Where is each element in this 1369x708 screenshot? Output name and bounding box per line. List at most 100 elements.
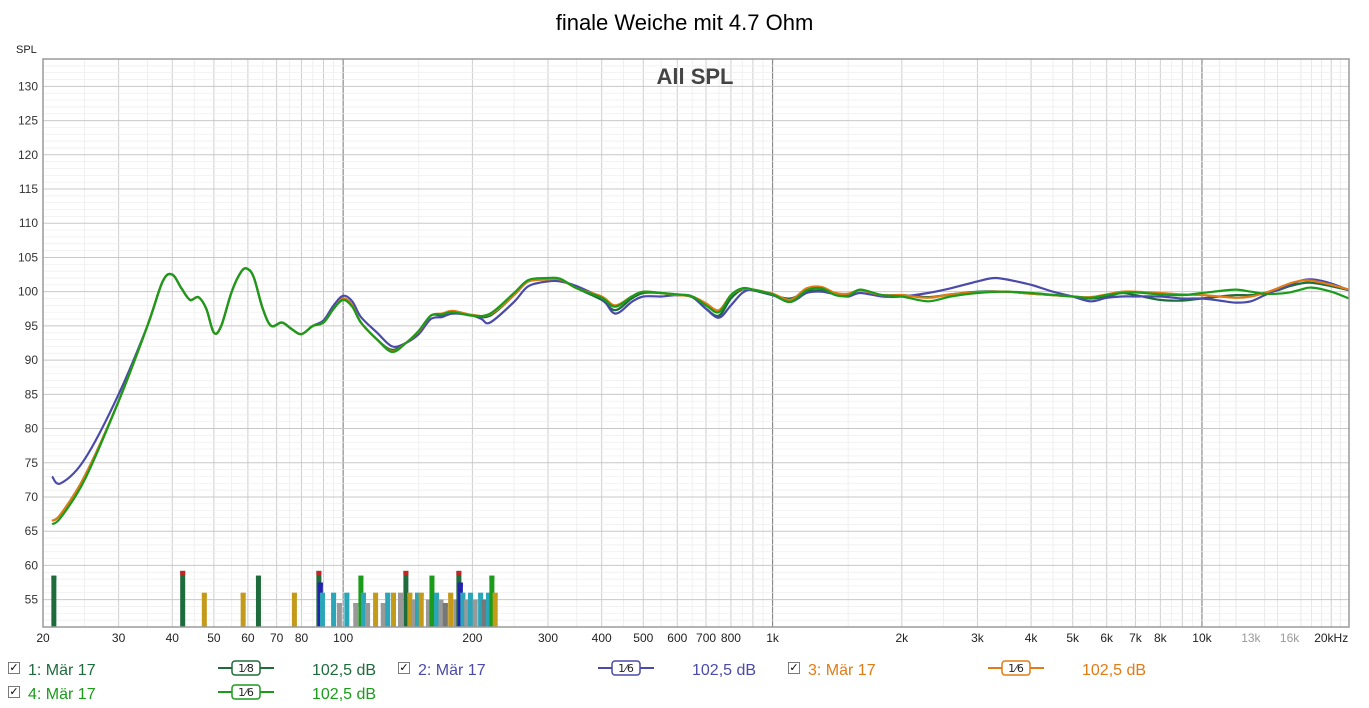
- resonance-marker-cap: [344, 592, 350, 597]
- resonance-marker: [385, 592, 391, 627]
- legend-item[interactable]: ✓ 3: Mär 17 1⁄6 102,5 dB: [788, 659, 1168, 681]
- x-tick-label: 80: [295, 631, 309, 645]
- resonance-marker-cap: [291, 592, 297, 597]
- y-tick-label: 120: [18, 148, 38, 162]
- smoothing-label: 1⁄8: [238, 662, 254, 675]
- y-tick-label: 85: [25, 387, 39, 401]
- y-tick-label: 125: [18, 114, 38, 128]
- x-tick-label: 500: [633, 631, 653, 645]
- spl-chart[interactable]: 55 60 65 70 75 80 85 90 95 100 105 110 115 120 125 130 2…: [0, 0, 1369, 655]
- x-tick-label: 3k: [971, 631, 985, 645]
- resonance-marker-cap: [411, 599, 417, 604]
- resonance-marker-cap: [425, 599, 431, 604]
- resonance-marker-cap: [336, 603, 342, 608]
- resonance-marker-cap: [448, 592, 454, 597]
- legend-level: 102,5 dB: [692, 662, 757, 679]
- legend-item[interactable]: ✓ 2: Mär 17 1⁄6 102,5 dB: [398, 659, 778, 681]
- resonance-marker: [360, 592, 366, 627]
- resonance-marker-cap: [240, 592, 246, 597]
- legend-checkbox[interactable]: ✓: [8, 685, 20, 698]
- resonance-marker-cap: [442, 603, 448, 608]
- y-tick-label: 110: [19, 216, 38, 230]
- smoothing-button[interactable]: 1⁄6: [598, 659, 654, 677]
- y-tick-label: 70: [25, 490, 39, 504]
- resonance-marker: [453, 599, 459, 627]
- resonance-marker: [472, 599, 478, 627]
- x-tick-label: 30: [112, 631, 126, 645]
- resonance-markers: [51, 570, 498, 627]
- y-tick-label: 115: [19, 182, 38, 196]
- legend-trace-name: 4: Mär 17: [28, 686, 96, 703]
- resonance-marker: [489, 575, 495, 627]
- x-tick-label: 8k: [1154, 631, 1168, 645]
- resonance-marker-cap: [492, 592, 498, 597]
- resonance-marker-cap: [456, 570, 462, 575]
- x-tick-label: 800: [721, 631, 741, 645]
- x-tick-label: 40: [166, 631, 180, 645]
- resonance-marker-cap: [365, 603, 371, 608]
- resonance-marker-cap: [457, 582, 463, 587]
- resonance-marker: [460, 592, 466, 627]
- resonance-marker-cap: [360, 592, 366, 597]
- resonance-marker: [438, 599, 444, 627]
- resonance-marker: [464, 599, 470, 627]
- resonance-marker-cap: [201, 592, 207, 597]
- resonance-marker: [201, 592, 207, 627]
- legend-checkbox[interactable]: ✓: [398, 661, 410, 674]
- legend-item[interactable]: ✓ 4: Mär 17 1⁄6 102,5 dB: [8, 683, 388, 705]
- legend-level: 102,5 dB: [1082, 662, 1147, 679]
- x-tick-label: 200: [462, 631, 482, 645]
- resonance-marker: [373, 592, 379, 627]
- resonance-marker-cap: [317, 582, 323, 587]
- resonance-marker: [391, 592, 397, 627]
- resonance-marker: [291, 592, 297, 627]
- x-tick-label: 4k: [1025, 631, 1039, 645]
- y-tick-label: 55: [25, 593, 39, 607]
- axes: 55 60 65 70 75 80 85 90 95 100 105 110 115 120 125 130 2…: [18, 58, 1350, 645]
- x-tick-label: 50: [207, 631, 221, 645]
- x-tick-label: 10k: [1192, 631, 1212, 645]
- y-tick-label: 60: [25, 558, 39, 572]
- x-tick-label: 400: [592, 631, 612, 645]
- x-tick-label: 2k: [895, 631, 909, 645]
- plot-area: [43, 59, 1349, 627]
- legend-checkbox[interactable]: ✓: [8, 661, 20, 674]
- plot-frame: [42, 58, 1350, 628]
- smoothing-label: 1⁄6: [1008, 662, 1024, 675]
- resonance-marker: [380, 603, 386, 627]
- x-tick-label: 20: [36, 631, 50, 645]
- resonance-marker: [478, 592, 484, 627]
- legend-trace-name: 2: Mär 17: [418, 662, 486, 679]
- resonance-marker-cap: [472, 599, 478, 604]
- x-tick-label: 13k: [1241, 631, 1261, 645]
- resonance-marker: [403, 570, 409, 627]
- resonance-marker: [429, 575, 435, 627]
- legend-checkbox[interactable]: ✓: [788, 661, 800, 674]
- legend-trace-name: 1: Mär 17: [28, 662, 96, 679]
- resonance-marker-cap: [391, 592, 397, 597]
- y-tick-label: 75: [25, 456, 39, 470]
- legend-level: 102,5 dB: [312, 686, 377, 703]
- resonance-marker-cap: [331, 592, 337, 597]
- resonance-marker: [365, 603, 371, 627]
- resonance-marker: [407, 592, 413, 627]
- resonance-marker: [240, 592, 246, 627]
- resonance-marker: [448, 592, 454, 627]
- smoothing-button[interactable]: 1⁄6: [988, 659, 1044, 677]
- resonance-marker: [180, 570, 186, 627]
- smoothing-button[interactable]: 1⁄8: [218, 659, 274, 677]
- grid: [42, 59, 1349, 627]
- resonance-marker-cap: [397, 592, 403, 597]
- legend-item[interactable]: ✓ 1: Mär 17 1⁄8 102,5 dB: [8, 659, 388, 681]
- x-tick-label: 20kHz: [1314, 631, 1348, 645]
- resonance-marker: [415, 592, 421, 627]
- resonance-marker: [468, 592, 474, 627]
- x-tick-label: 16k: [1280, 631, 1300, 645]
- y-tick-label: 65: [25, 524, 39, 538]
- x-tick-label: 70: [270, 631, 284, 645]
- resonance-marker: [353, 603, 359, 627]
- resonance-marker: [425, 599, 431, 627]
- resonance-marker-cap: [403, 570, 409, 575]
- smoothing-label: 1⁄6: [618, 662, 634, 675]
- smoothing-button[interactable]: 1⁄6: [218, 683, 274, 701]
